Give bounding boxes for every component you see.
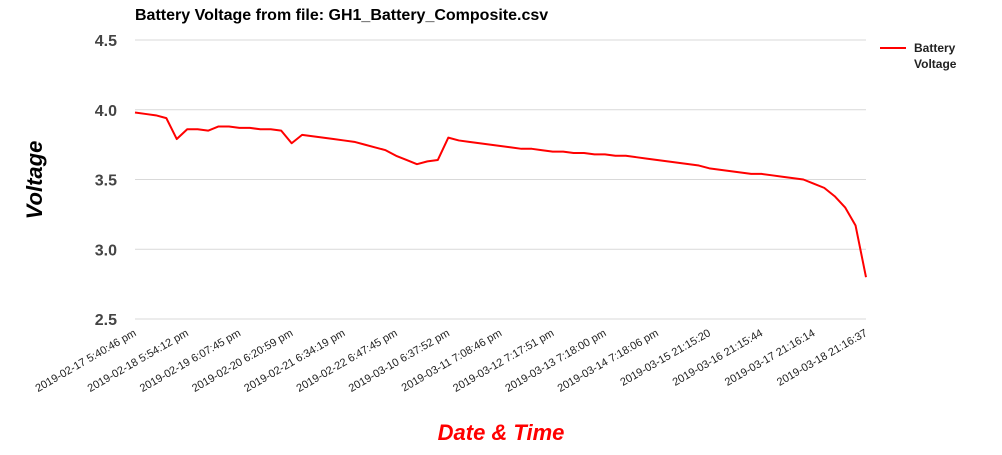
legend-swatch xyxy=(880,47,906,49)
x-tick-label: 2019-03-17 21:16:14 xyxy=(723,327,817,388)
legend: Battery Voltage xyxy=(880,40,984,72)
y-tick-label: 4.0 xyxy=(95,103,117,120)
x-axis-title: Date & Time xyxy=(438,420,565,445)
legend-label: Battery Voltage xyxy=(914,41,957,71)
x-tick-label: 2019-03-15 21:15:20 xyxy=(618,327,712,388)
y-tick-label: 3.5 xyxy=(95,173,117,190)
y-axis-title: Voltage xyxy=(22,141,47,220)
x-tick-label: 2019-03-18 21:16:37 xyxy=(775,327,869,388)
chart-title: Battery Voltage from file: GH1_Battery_C… xyxy=(135,7,548,24)
x-tick-label: 2019-03-16 21:15:44 xyxy=(671,327,765,388)
y-tick-label: 3.0 xyxy=(95,242,117,259)
data-line xyxy=(134,111,867,278)
y-tick-label: 2.5 xyxy=(95,312,117,329)
y-tick-label: 4.5 xyxy=(95,33,117,50)
